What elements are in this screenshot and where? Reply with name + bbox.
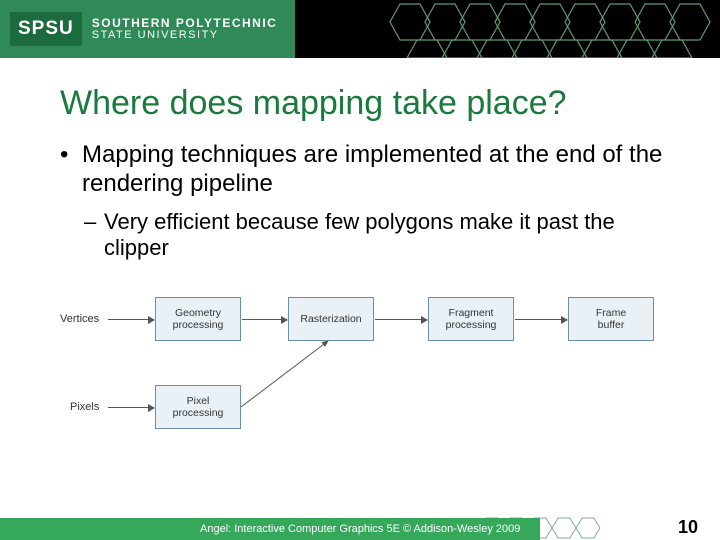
arrow-vertices-geometry: [108, 319, 154, 320]
slide-body: Where does mapping take place? Mapping t…: [0, 58, 720, 439]
arrow-fragment-frame: [515, 319, 567, 320]
logo: SPSU SOUTHERN POLYTECHNIC STATE UNIVERSI…: [0, 0, 295, 58]
footer-citation-bar: Angel: Interactive Computer Graphics 5E …: [0, 518, 540, 540]
logo-line1: SOUTHERN POLYTECHNIC: [92, 17, 278, 30]
arrow-geometry-raster: [242, 319, 287, 320]
bullet-sub: Very efficient because few polygons make…: [84, 209, 672, 262]
node-fragment: Fragmentprocessing: [428, 297, 514, 341]
header-band: SPSU SOUTHERN POLYTECHNIC STATE UNIVERSI…: [0, 0, 720, 58]
node-pixelproc: Pixelprocessing: [155, 385, 241, 429]
arrow-raster-fragment: [375, 319, 427, 320]
label-pixels: Pixels: [70, 401, 99, 413]
hex-pattern-icon: [380, 0, 720, 58]
node-framebuffer: Framebuffer: [568, 297, 654, 341]
footer: Angel: Interactive Computer Graphics 5E …: [0, 516, 720, 540]
label-vertices: Vertices: [60, 313, 99, 325]
page-number: 10: [678, 517, 698, 538]
bullet-main: Mapping techniques are implemented at th…: [60, 141, 672, 199]
logo-badge: SPSU: [10, 12, 82, 46]
logo-line2: STATE UNIVERSITY: [92, 30, 278, 42]
slide-title: Where does mapping take place?: [60, 84, 672, 123]
sub-bullet-list: Very efficient because few polygons make…: [84, 209, 672, 262]
pipeline-diagram: Vertices Pixels Geometryprocessing Raste…: [60, 289, 680, 439]
footer-citation: Angel: Interactive Computer Graphics 5E …: [200, 523, 520, 535]
bullet-list: Mapping techniques are implemented at th…: [60, 141, 672, 199]
node-geometry: Geometryprocessing: [155, 297, 241, 341]
arrow-pixels-pixelproc: [108, 407, 154, 408]
logo-text: SOUTHERN POLYTECHNIC STATE UNIVERSITY: [92, 17, 278, 41]
node-rasterization: Rasterization: [288, 297, 374, 341]
